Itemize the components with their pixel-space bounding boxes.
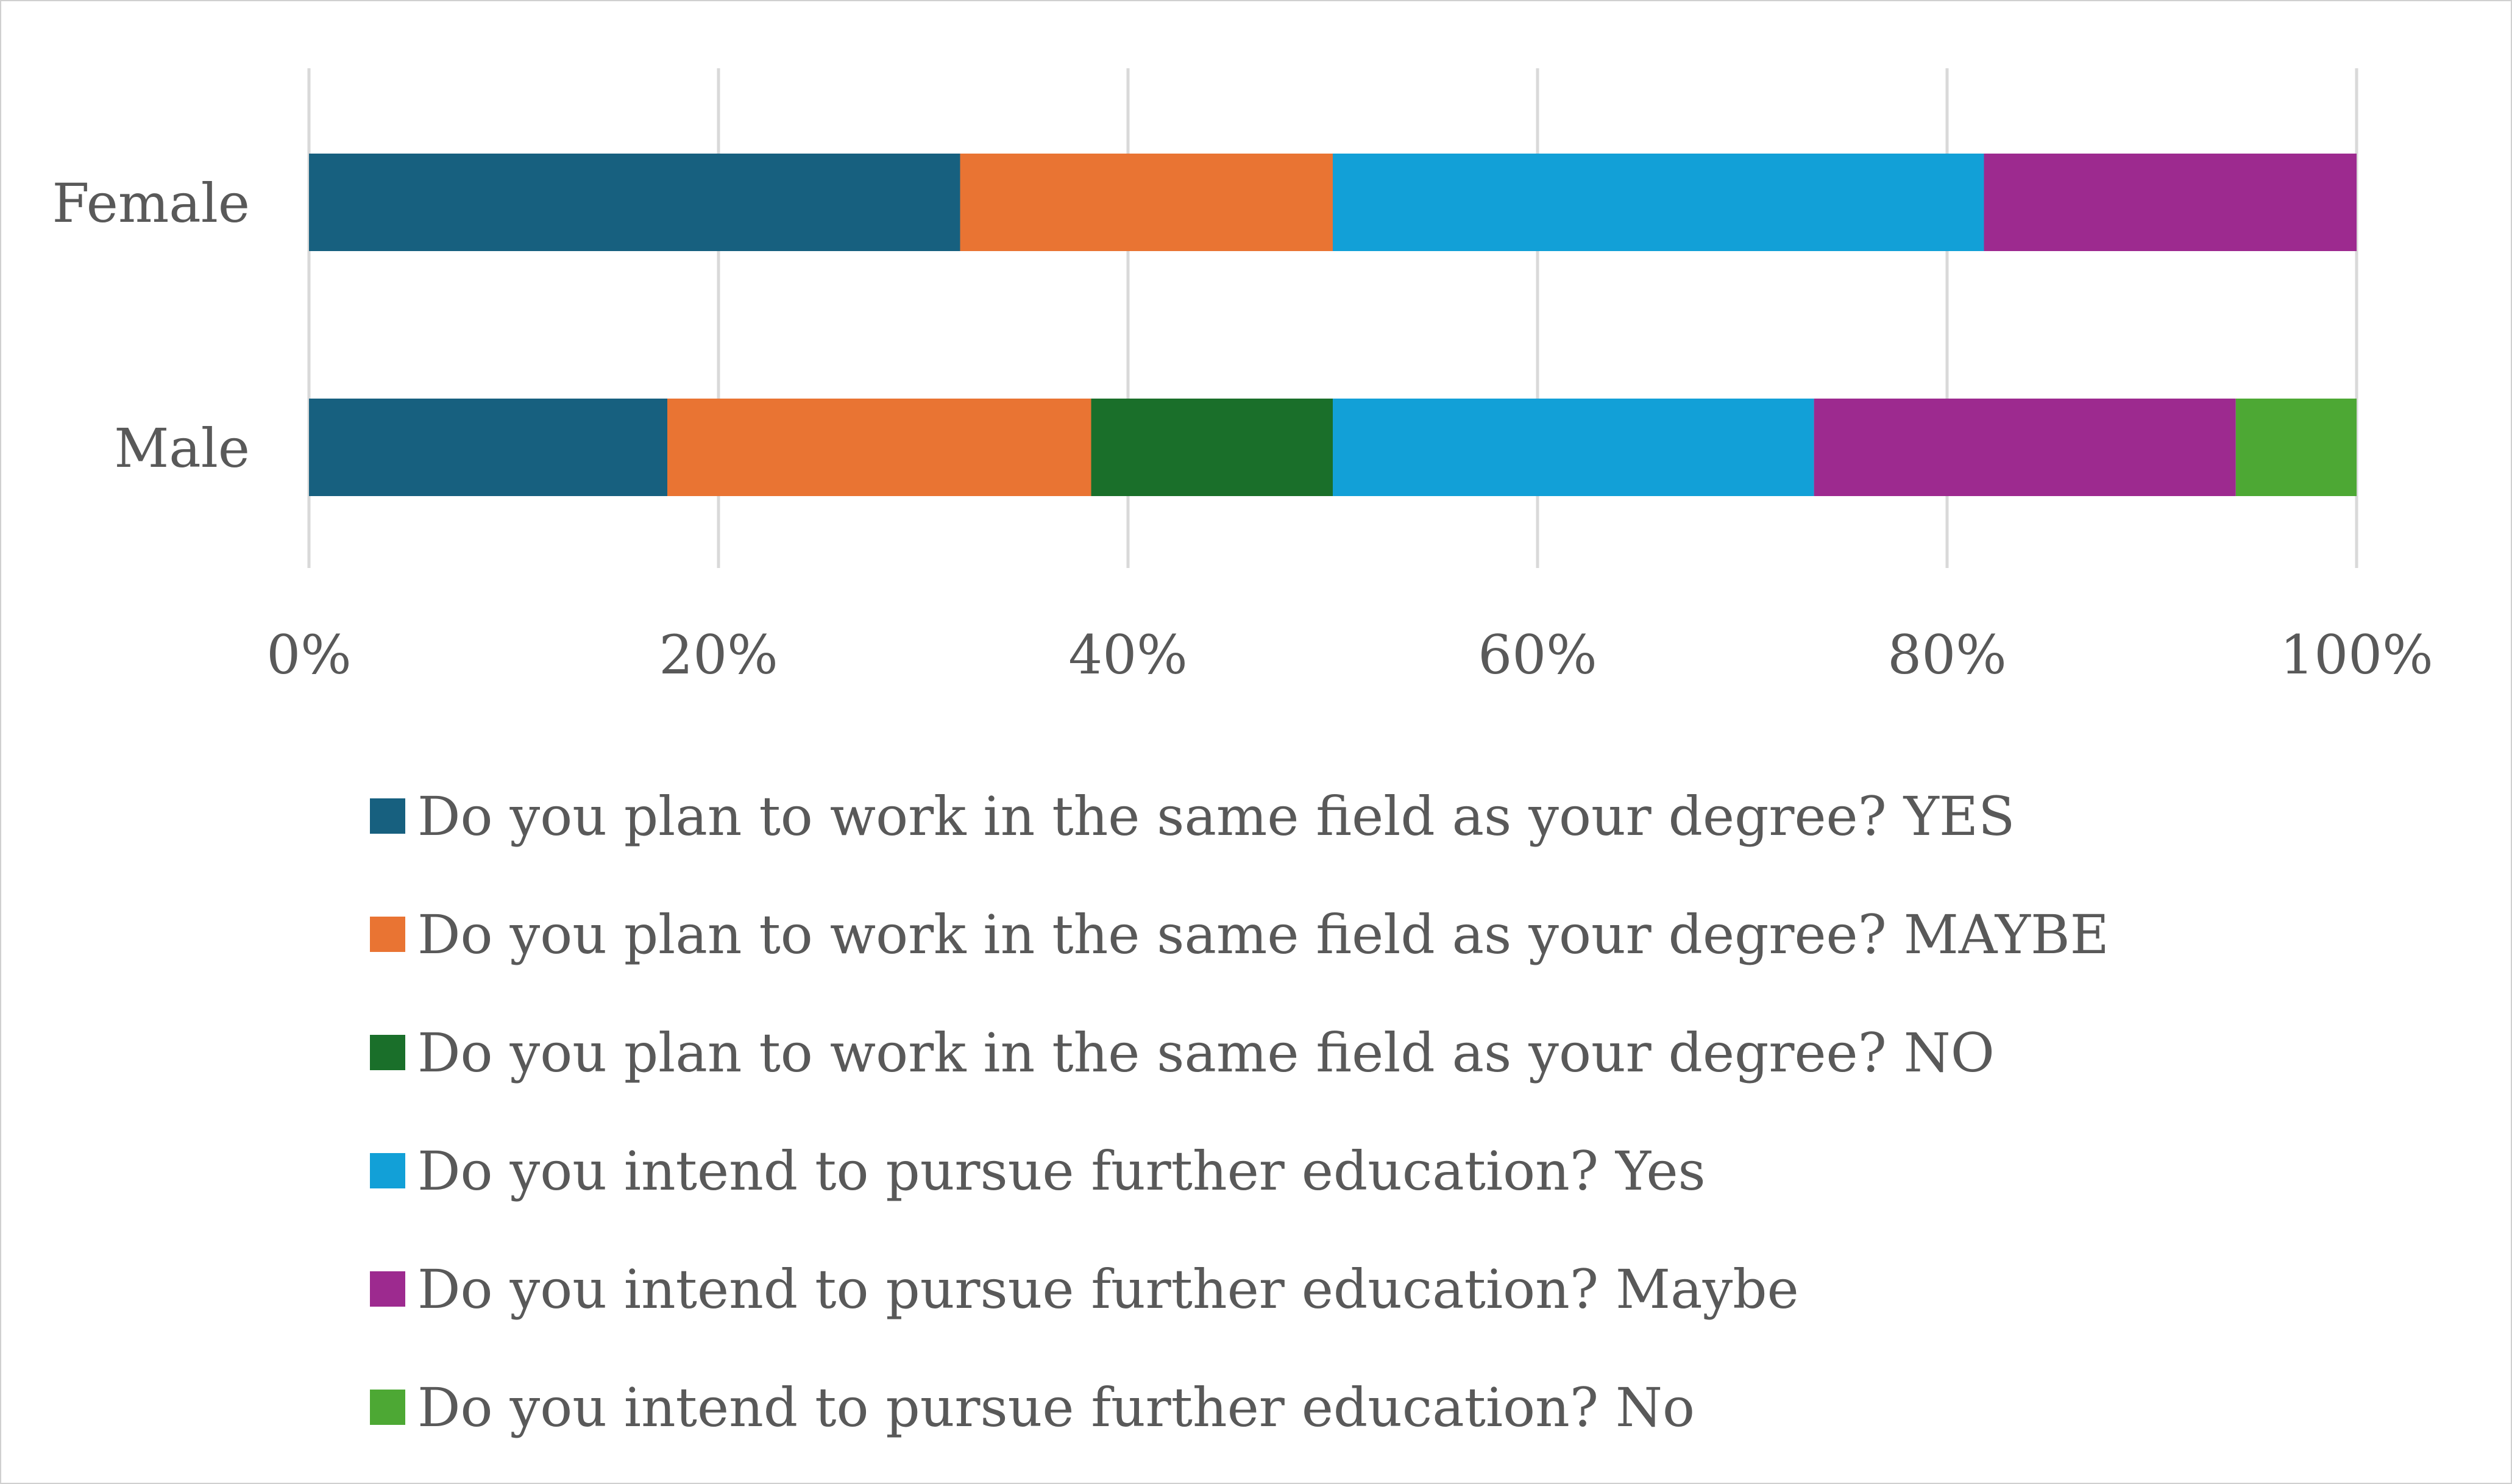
legend-item: Do you intend to pursue further educatio… [370, 1230, 2381, 1348]
legend-label: Do you intend to pursue further educatio… [417, 1257, 1799, 1321]
bar-segment [1814, 399, 2236, 496]
bar-segment [1333, 154, 1984, 251]
legend-label: Do you plan to work in the same field as… [417, 1021, 1995, 1084]
legend-swatch [370, 798, 405, 834]
legend-swatch [370, 917, 405, 952]
x-axis-tick-labels: 0% 20% 40% 60% 80% 100% [266, 623, 2433, 686]
x-tick-label: 100% [2280, 623, 2433, 686]
category-label: Female [52, 172, 250, 235]
legend-item: Do you plan to work in the same field as… [370, 875, 2381, 993]
x-tick-label: 0% [266, 623, 352, 686]
bar-segment [1091, 399, 1333, 496]
legend-item: Do you plan to work in the same field as… [370, 993, 2381, 1112]
bar-segment [2235, 399, 2357, 496]
legend-swatch [370, 1153, 405, 1188]
legend-swatch [370, 1271, 405, 1307]
legend-swatch [370, 1035, 405, 1070]
category-label: Male [114, 417, 250, 480]
bar-segment [309, 399, 667, 496]
x-tick-label: 60% [1478, 623, 1597, 686]
legend-label: Do you plan to work in the same field as… [417, 784, 2015, 848]
x-tick-label: 80% [1887, 623, 2007, 686]
bar-layer [309, 154, 2357, 496]
legend-label: Do you intend to pursue further educatio… [417, 1376, 1695, 1439]
bar-segment [667, 399, 1091, 496]
legend-item: Do you intend to pursue further educatio… [370, 1348, 2381, 1466]
legend-label: Do you plan to work in the same field as… [417, 903, 2109, 966]
bar-segment [960, 154, 1333, 251]
bar-segment [1984, 154, 2357, 251]
x-tick-label: 40% [1068, 623, 1188, 686]
legend-item: Do you intend to pursue further educatio… [370, 1112, 2381, 1230]
legend-swatch [370, 1390, 405, 1425]
x-tick-label: 20% [659, 623, 778, 686]
bar-segment [309, 154, 960, 251]
legend-item: Do you plan to work in the same field as… [370, 757, 2381, 875]
category-labels: Female Male [52, 172, 250, 480]
legend: Do you plan to work in the same field as… [370, 757, 2381, 1466]
bar-segment [1333, 399, 1814, 496]
legend-label: Do you intend to pursue further educatio… [417, 1139, 1706, 1202]
